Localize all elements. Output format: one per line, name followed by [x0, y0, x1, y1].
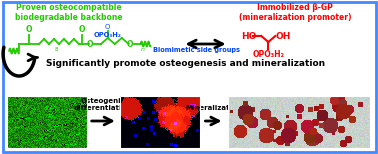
Text: Biomimetic side groups: Biomimetic side groups — [153, 47, 240, 53]
Text: O: O — [26, 25, 32, 34]
Text: Immobilized β-GP
(mineralization promoter): Immobilized β-GP (mineralization promote… — [239, 3, 352, 22]
Text: OH: OH — [275, 32, 291, 41]
Text: OPO₃H₂: OPO₃H₂ — [94, 32, 122, 38]
Text: HO: HO — [242, 32, 257, 41]
Text: O: O — [79, 25, 85, 34]
Text: O: O — [105, 24, 110, 30]
Text: n: n — [141, 47, 145, 52]
Text: O: O — [127, 39, 133, 49]
Text: 8: 8 — [54, 47, 58, 52]
Bar — [228, 96, 370, 148]
Text: Mineralization: Mineralization — [185, 105, 242, 111]
Text: Significantly promote osteogenesis and mineralization: Significantly promote osteogenesis and m… — [46, 59, 325, 67]
Text: Proven osteocompatible
biodegradable backbone: Proven osteocompatible biodegradable bac… — [15, 3, 123, 22]
Text: Osteogenic
differentiation: Osteogenic differentiation — [74, 98, 132, 111]
Bar — [120, 96, 200, 148]
FancyBboxPatch shape — [3, 2, 376, 152]
Bar — [7, 96, 87, 148]
Text: O: O — [87, 39, 93, 49]
Text: OPO₃H₂: OPO₃H₂ — [253, 50, 284, 59]
